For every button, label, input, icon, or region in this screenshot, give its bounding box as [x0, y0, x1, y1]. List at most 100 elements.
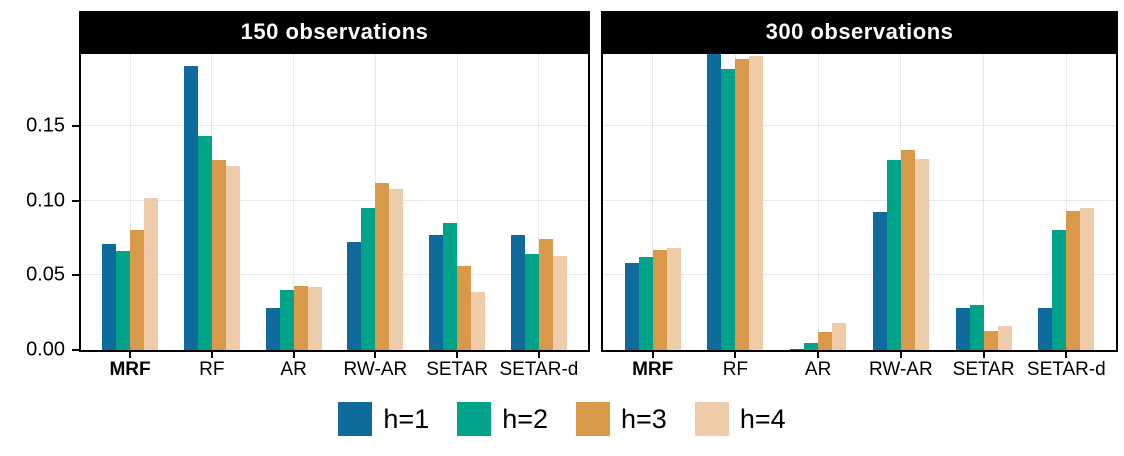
bar-SETAR-d-h=2	[1052, 230, 1067, 350]
y-axis-tick-label: 0.10	[26, 189, 65, 211]
bar-AR-h=1	[265, 308, 280, 350]
bar-SETAR-d-h=4	[1080, 207, 1095, 350]
bar-RF-h=4	[225, 166, 240, 350]
legend-item-h=4: h=4	[694, 402, 786, 436]
x-axis-label-MRF: MRF	[109, 359, 151, 380]
gridline-vertical	[538, 54, 540, 350]
y-axis-tick	[72, 274, 79, 277]
gridline-horizontal	[603, 274, 1116, 276]
facet-panel-300-observations: 300 observations MRF RF AR RW-AR SETAR SETAR-…	[601, 11, 1118, 384]
x-axis-label-SETAR: SETAR	[952, 359, 1015, 380]
x-axis-tick	[651, 352, 654, 358]
x-axis-tick	[129, 352, 132, 358]
facet-panel-150-observations: 150 observations MRF RF AR RW-AR SETAR SETAR-…	[79, 11, 590, 384]
bar-RW-AR-h=3	[900, 149, 915, 350]
bar-MRF-h=1	[102, 243, 117, 350]
bar-SETAR-d-h=2	[524, 254, 539, 350]
bar-SETAR-h=2	[443, 222, 458, 350]
bar-SETAR-h=3	[983, 330, 998, 350]
bar-RW-AR-h=2	[361, 207, 376, 350]
bar-MRF-h=3	[130, 230, 145, 350]
x-axis-tick	[456, 352, 459, 358]
gridline-horizontal	[81, 199, 588, 201]
bar-AR-h=2	[804, 342, 819, 350]
bar-SETAR-h=4	[471, 291, 486, 350]
x-axis-tick	[899, 352, 902, 358]
x-axis-label-AR: AR	[280, 359, 307, 380]
gridline-horizontal	[81, 124, 588, 126]
x-axis-tick	[1065, 352, 1068, 358]
bar-RF-h=1	[183, 65, 198, 350]
legend-label: h=4	[739, 403, 786, 434]
y-axis-tick	[72, 124, 79, 127]
bar-SETAR-d-h=3	[1066, 210, 1081, 350]
x-axis-label-SETAR-d: SETAR-d	[499, 359, 579, 380]
x-axis-label-RF: RF	[722, 359, 749, 380]
gridline-vertical	[293, 54, 295, 350]
x-axis-tick	[982, 352, 985, 358]
gridline-vertical	[1065, 54, 1067, 350]
bar-AR-h=3	[818, 332, 833, 350]
x-axis-tick	[292, 352, 295, 358]
gridline-vertical	[456, 54, 458, 350]
legend-swatch	[457, 402, 492, 436]
bar-AR-h=1	[790, 348, 805, 350]
gridline-vertical	[129, 54, 131, 350]
bar-RW-AR-h=4	[389, 188, 404, 350]
gridline-horizontal	[81, 274, 588, 276]
bar-SETAR-d-h=1	[1038, 308, 1053, 350]
x-axis-tick	[374, 352, 377, 358]
bar-SETAR-d-h=3	[538, 239, 553, 350]
bar-SETAR-h=2	[969, 305, 984, 350]
legend-label: h=3	[621, 403, 667, 434]
y-axis-tick	[72, 199, 79, 202]
legend-label: h=1	[383, 403, 430, 434]
x-axis-label-RW-AR: RW-AR	[869, 359, 933, 380]
bar-RF-h=2	[721, 68, 736, 350]
y-axis: 0.00 0.05 0.10 0.15	[0, 52, 79, 361]
bar-SETAR-h=1	[955, 308, 970, 350]
bar-RF-h=3	[211, 160, 226, 350]
x-axis-label-AR: AR	[804, 359, 832, 380]
bar-RW-AR-h=2	[886, 160, 901, 350]
legend-swatch	[694, 402, 729, 436]
y-axis-tick	[72, 349, 79, 351]
gridline-horizontal	[603, 199, 1116, 201]
bar-AR-h=4	[832, 323, 847, 350]
legend-item-h=1: h=1	[338, 402, 429, 436]
x-axis: MRF RF AR RW-AR SETAR SETAR-d	[601, 352, 1118, 384]
facet-title: 300 observations	[765, 18, 954, 44]
gridline-vertical	[983, 54, 985, 350]
bar-SETAR-h=1	[429, 234, 444, 350]
facet-title-strip: 150 observations	[79, 11, 590, 52]
bar-RW-AR-h=1	[347, 242, 362, 350]
legend-label: h=2	[502, 403, 548, 434]
bar-AR-h=3	[293, 285, 308, 350]
x-axis-label-SETAR-d: SETAR-d	[1026, 359, 1106, 380]
legend: h=1 h=2 h=3 h=4	[0, 396, 1124, 442]
bar-MRF-h=3	[652, 249, 667, 350]
bar-AR-h=2	[279, 290, 294, 350]
bar-SETAR-h=4	[997, 326, 1012, 350]
x-axis-label-MRF: MRF	[632, 359, 674, 380]
bar-MRF-h=1	[624, 263, 639, 350]
facet-title-strip: 300 observations	[601, 11, 1118, 52]
legend-swatch	[338, 402, 373, 436]
legend-item-h=3: h=3	[576, 402, 667, 436]
plot-area	[79, 52, 590, 352]
bar-SETAR-d-h=1	[510, 234, 525, 350]
x-axis-tick	[817, 352, 820, 358]
gridline-vertical	[817, 54, 819, 350]
x-axis-label-RF: RF	[199, 359, 225, 380]
bar-AR-h=4	[307, 287, 322, 350]
x-axis: MRF RF AR RW-AR SETAR SETAR-d	[79, 352, 590, 384]
bar-MRF-h=4	[666, 248, 681, 350]
bar-RW-AR-h=3	[375, 182, 390, 350]
legend-swatch	[576, 402, 610, 436]
facet-title: 150 observations	[240, 18, 429, 44]
y-axis-tick-label: 0.05	[26, 263, 65, 286]
bar-RF-h=4	[749, 55, 764, 350]
bar-RF-h=1	[707, 54, 722, 350]
bar-RF-h=3	[735, 58, 750, 350]
